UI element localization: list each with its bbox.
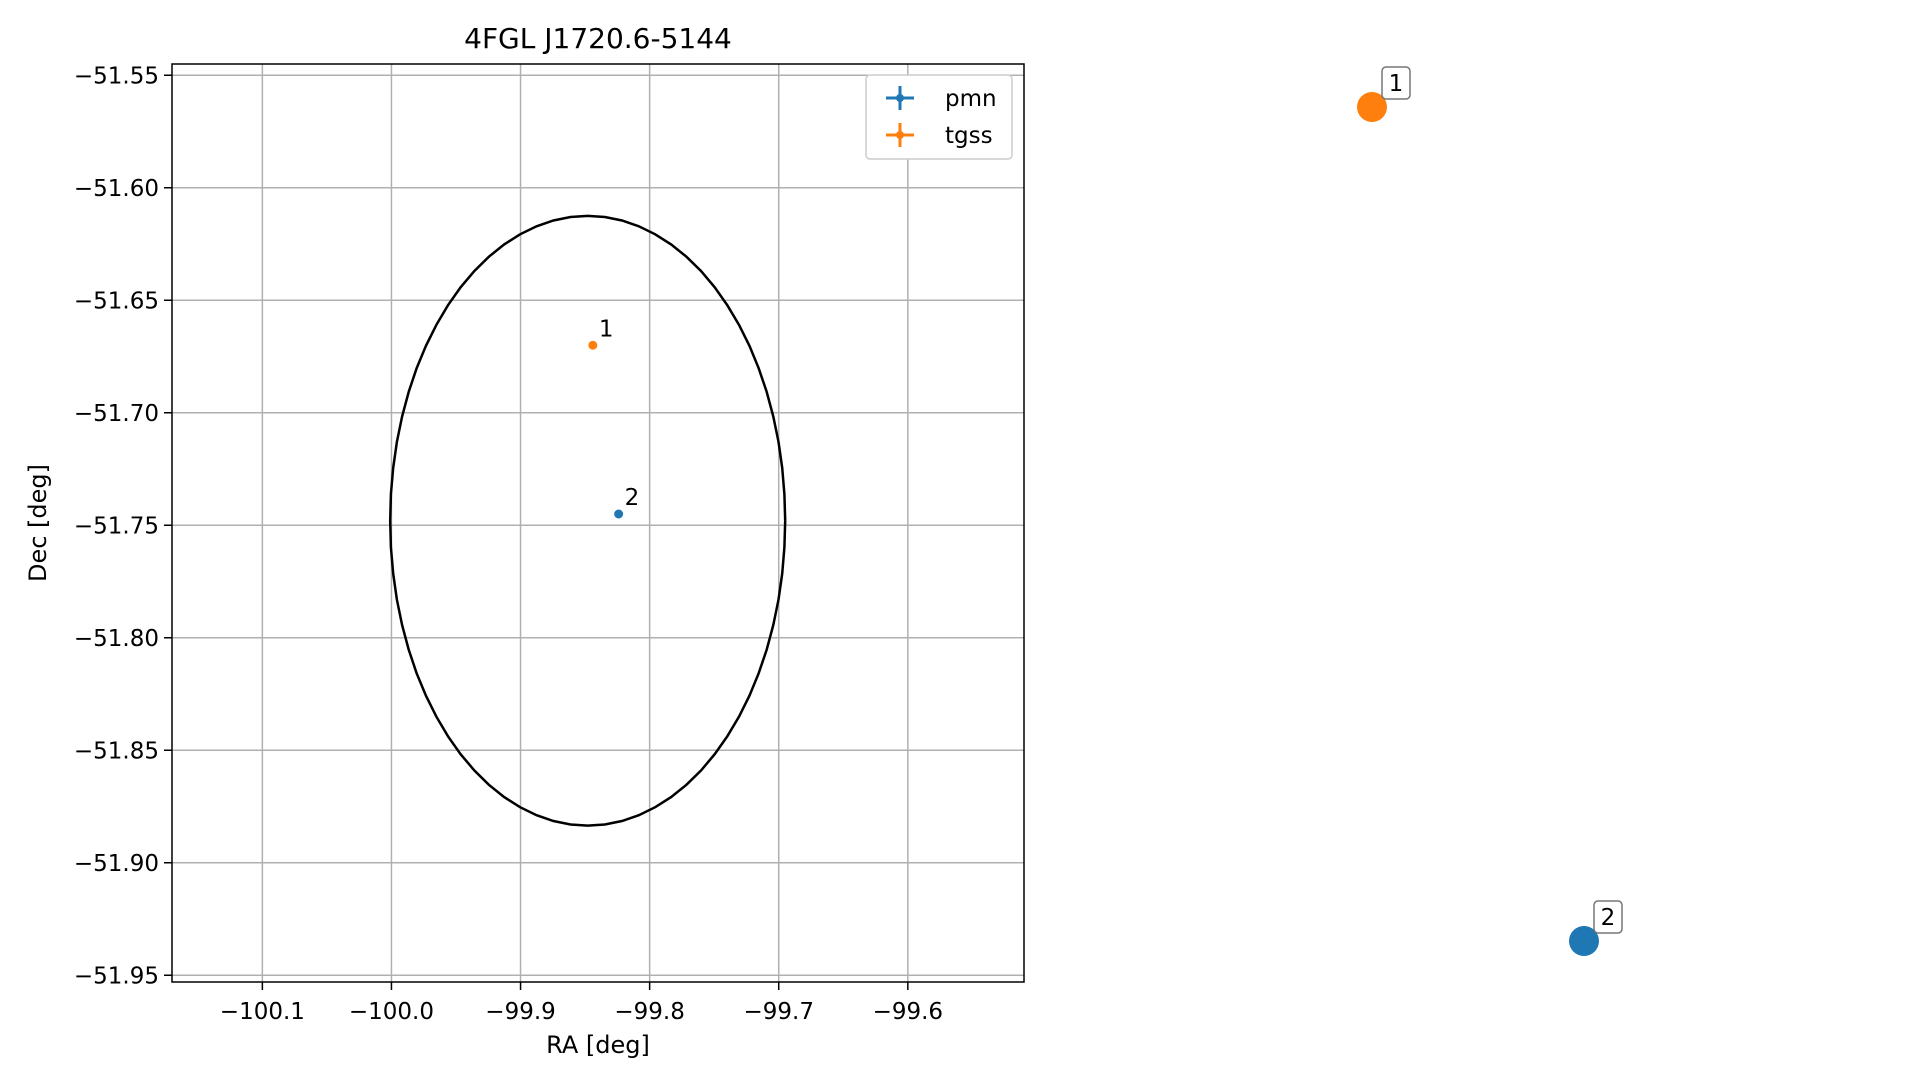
- x-tick-label: −99.8: [614, 999, 684, 1025]
- data-point-tgss: [588, 340, 598, 350]
- error-ellipse: [388, 214, 787, 827]
- x-tick-label: −99.7: [743, 999, 813, 1025]
- y-tick-label: −51.80: [74, 626, 159, 652]
- y-tick-label: −51.70: [74, 401, 159, 427]
- sky-map-chart: 21 −100.1 −100.0 −99.9 −99.8 −99.7 −99.6−51.5…: [24, 22, 1025, 1059]
- x-tick-label: −100.0: [349, 999, 434, 1025]
- x-tick-label: −99.6: [873, 999, 943, 1025]
- y-tick-label: −51.85: [74, 738, 159, 764]
- grid-lines: [172, 64, 1024, 982]
- chart-title: 4FGL J1720.6-5144: [464, 22, 732, 55]
- y-tick-label: −51.65: [74, 288, 159, 314]
- source-marker-1: [1357, 92, 1387, 122]
- legend: pmn tgss: [865, 74, 1013, 160]
- plot-background: [172, 64, 1024, 982]
- source-label-box-1: [1381, 66, 1411, 100]
- y-tick-label: −51.55: [74, 63, 159, 89]
- legend-label-tgss: tgss: [945, 123, 993, 149]
- source-marker-panel: 1 2: [1357, 66, 1623, 956]
- source-label-box-2: [1593, 900, 1623, 934]
- y-axis-label: Dec [deg]: [24, 464, 52, 582]
- legend-marker-pmn: [886, 86, 914, 110]
- source-label-2: 2: [1601, 905, 1616, 931]
- y-tick-label: −51.95: [74, 963, 159, 989]
- data-point-label: 2: [625, 485, 640, 511]
- x-tick-label: −99.9: [485, 999, 555, 1025]
- points-layer: 21: [588, 316, 640, 519]
- data-point-label: 1: [599, 316, 614, 342]
- ticks-layer: −100.1 −100.0 −99.9 −99.8 −99.7 −99.6 −51.55 −5…: [74, 63, 943, 1025]
- plot-frame: [171, 63, 1025, 983]
- x-axis-label: RA [deg]: [546, 1031, 650, 1059]
- source-marker-2: [1569, 926, 1599, 956]
- source-label-1: 1: [1389, 71, 1404, 97]
- x-tick-label: −100.1: [220, 999, 305, 1025]
- y-tick-label: −51.60: [74, 176, 159, 202]
- y-tick-label: −51.90: [74, 851, 159, 877]
- legend-marker-tgss: [886, 123, 914, 147]
- error-ellipse-layer: [388, 214, 787, 827]
- data-point-pmn: [614, 509, 624, 519]
- y-tick-label: −51.75: [74, 513, 159, 539]
- legend-label-pmn: pmn: [945, 86, 997, 112]
